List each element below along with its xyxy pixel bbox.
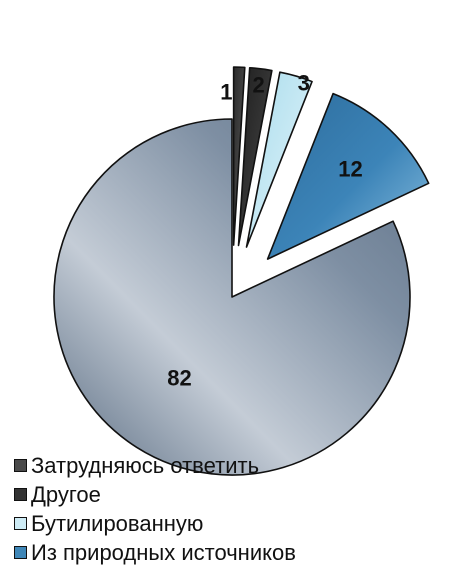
legend: Затрудняюсь ответить Другое Бутилированн… — [14, 451, 296, 567]
pie-slice — [245, 71, 313, 248]
legend-label: Другое — [31, 481, 101, 507]
legend-swatch — [14, 488, 27, 501]
legend-label: Из природных источников — [31, 539, 296, 565]
data-label: 82 — [167, 366, 191, 391]
legend-item: Затрудняюсь ответить — [14, 451, 296, 480]
pie-data-labels: 1 2 3 12 82 — [167, 71, 362, 391]
data-label: 3 — [298, 71, 310, 96]
data-label: 1 — [220, 80, 232, 105]
data-label: 2 — [252, 72, 264, 97]
pie-slice — [53, 118, 411, 476]
legend-swatch — [14, 546, 27, 559]
legend-swatch — [14, 517, 27, 530]
legend-item: Другое — [14, 480, 296, 509]
legend-swatch — [14, 459, 27, 472]
legend-label: Затрудняюсь ответить — [31, 452, 260, 478]
pie-slices — [53, 66, 430, 476]
pie-slice — [266, 92, 430, 260]
legend-item: Из природных источников — [14, 538, 296, 567]
pie-slice — [237, 66, 273, 247]
legend-item: Бутилированную — [14, 509, 296, 538]
legend-label: Бутилированную — [31, 510, 204, 536]
data-label: 12 — [338, 157, 362, 182]
pie-slice — [232, 66, 246, 246]
